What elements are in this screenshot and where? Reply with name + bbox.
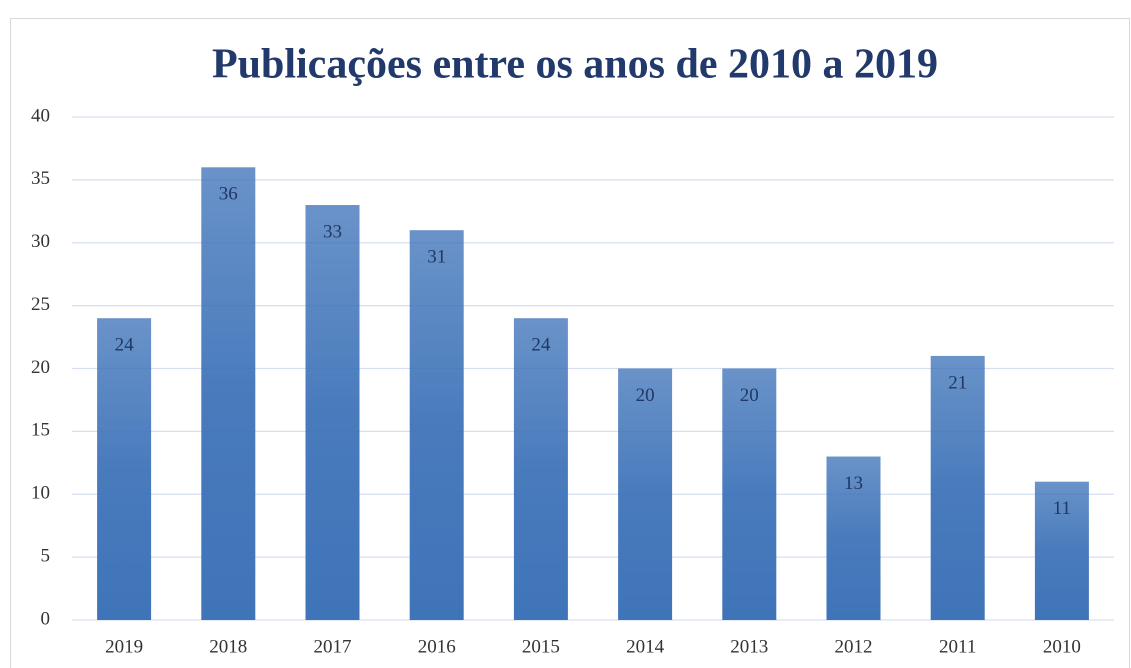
x-tick-label: 2013: [730, 636, 768, 657]
bar: [305, 205, 360, 620]
x-tick-label: 2015: [522, 636, 560, 657]
data-label: 11: [1053, 498, 1071, 519]
bar: [618, 368, 673, 620]
y-tick-label: 10: [31, 483, 50, 504]
x-tick-label: 2018: [209, 636, 247, 657]
bar: [513, 318, 568, 620]
bar: [930, 355, 985, 620]
data-label: 24: [531, 335, 551, 356]
x-tick-label: 2012: [835, 636, 873, 657]
data-label: 21: [948, 372, 967, 393]
y-tick-label: 30: [31, 231, 50, 252]
y-tick-label: 0: [41, 608, 51, 629]
x-tick-label: 2019: [105, 636, 143, 657]
bar: [409, 230, 464, 621]
data-label: 20: [740, 385, 759, 406]
y-tick-label: 5: [41, 545, 51, 566]
data-label: 20: [636, 385, 655, 406]
y-tick-label: 15: [31, 420, 50, 441]
x-tick-label: 2016: [418, 636, 456, 657]
x-tick-label: 2011: [939, 636, 976, 657]
chart-title: Publicações entre os anos de 2010 a 2019: [212, 42, 938, 88]
y-tick-label: 25: [31, 294, 50, 315]
y-tick-label: 35: [31, 168, 50, 189]
data-label: 31: [427, 247, 446, 268]
x-tick-label: 2010: [1043, 636, 1081, 657]
data-label: 33: [323, 221, 342, 242]
bar: [97, 318, 152, 620]
x-tick-label: 2014: [626, 636, 665, 657]
y-tick-label: 40: [31, 105, 50, 126]
bar: [1034, 481, 1089, 620]
y-tick-label: 20: [31, 357, 50, 378]
bar: [201, 167, 256, 621]
bar: [826, 456, 881, 620]
bar: [722, 368, 777, 620]
x-tick-label: 2017: [314, 636, 352, 657]
data-label: 24: [115, 335, 135, 356]
data-label: 36: [219, 184, 238, 205]
data-label: 13: [844, 473, 863, 494]
